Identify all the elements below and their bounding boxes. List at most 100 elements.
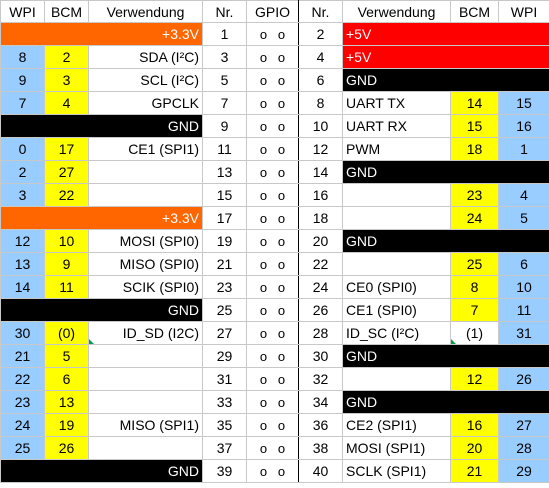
bcm-right: 20 bbox=[450, 436, 499, 460]
pin-row: 9 3 SCL (I²C) 5 o o 6 GND bbox=[0, 68, 549, 92]
usage-left: GND bbox=[0, 459, 203, 483]
pin-marker-right: o bbox=[277, 96, 286, 111]
bcm-left: 13 bbox=[44, 390, 89, 414]
wpi-left: 9 bbox=[0, 68, 45, 92]
pin-number-right: 6 bbox=[298, 68, 343, 92]
bcm-right: 21 bbox=[450, 459, 499, 483]
usage-left: ID_SD (I2C) bbox=[88, 321, 203, 345]
usage-right: GND bbox=[342, 160, 549, 184]
header-usage-left: Verwendung bbox=[88, 0, 203, 23]
bcm-left: 9 bbox=[44, 252, 89, 276]
pin-number-right: 30 bbox=[298, 344, 343, 368]
pin-number-left: 3 bbox=[202, 45, 247, 69]
header-bcm-left: BCM bbox=[44, 0, 89, 23]
pin-marker-left: o bbox=[259, 50, 268, 65]
pin-marker-left: o bbox=[259, 349, 268, 364]
wpi-right: 27 bbox=[498, 413, 549, 437]
bcm-left: (0) bbox=[44, 321, 89, 345]
usage-left: GND bbox=[0, 114, 203, 138]
usage-left: MISO (SPI1) bbox=[88, 413, 203, 437]
pin-number-left: 33 bbox=[202, 390, 247, 414]
pin-row: GND 25 o o 26 CE1 (SPI0) 7 11 bbox=[0, 298, 549, 322]
wpi-right: 1 bbox=[498, 137, 549, 161]
pin-marker-right: o bbox=[277, 418, 286, 433]
bcm-left: 10 bbox=[44, 229, 89, 253]
pin-row: 8 2 SDA (I²C) 3 o o 4 +5V bbox=[0, 45, 549, 69]
pin-number-right: 18 bbox=[298, 206, 343, 230]
usage-left: SDA (I²C) bbox=[88, 45, 203, 69]
usage-right: UART TX bbox=[342, 91, 451, 115]
pin-row: 30 (0) ID_SD (I2C) 27 o o 28 ID_SC (I²C) (1) 31 bbox=[0, 321, 549, 345]
pin-marker-left: o bbox=[259, 234, 268, 249]
pin-row: GND 9 o o 10 UART RX 15 16 bbox=[0, 114, 549, 138]
pin-number-left: 5 bbox=[202, 68, 247, 92]
header-bcm-right: BCM bbox=[450, 0, 499, 23]
pin-number-left: 13 bbox=[202, 160, 247, 184]
pin-marker-left: o bbox=[259, 326, 268, 341]
pin-number-left: 1 bbox=[202, 22, 247, 46]
pin-marker-right: o bbox=[277, 188, 286, 203]
usage-right: +5V bbox=[342, 22, 549, 46]
pin-marker-right: o bbox=[277, 50, 286, 65]
bcm-left: 19 bbox=[44, 413, 89, 437]
wpi-left: 25 bbox=[0, 436, 45, 460]
pin-number-right: 12 bbox=[298, 137, 343, 161]
bcm-right: 25 bbox=[450, 252, 499, 276]
usage-right: GND bbox=[342, 68, 549, 92]
wpi-right: 6 bbox=[498, 252, 549, 276]
wpi-right: 26 bbox=[498, 367, 549, 391]
bcm-right: 7 bbox=[450, 298, 499, 322]
bcm-left: 27 bbox=[44, 160, 89, 184]
usage-left bbox=[88, 367, 203, 391]
pin-marker-left: o bbox=[259, 27, 268, 42]
pin-row: 24 19 MISO (SPI1) 35 o o 36 CE2 (SPI1) 16 27 bbox=[0, 413, 549, 437]
wpi-right: 31 bbox=[498, 321, 549, 345]
wpi-left: 2 bbox=[0, 160, 45, 184]
pin-number-right: 28 bbox=[298, 321, 343, 345]
wpi-left: 7 bbox=[0, 91, 45, 115]
pin-marker-left: o bbox=[259, 165, 268, 180]
pin-marker-left: o bbox=[259, 303, 268, 318]
pin-row: 3 22 15 o o 16 23 4 bbox=[0, 183, 549, 207]
pin-marker-left: o bbox=[259, 188, 268, 203]
bcm-right: 24 bbox=[450, 206, 499, 230]
pin-row: 22 6 31 o o 32 12 26 bbox=[0, 367, 549, 391]
usage-left: GND bbox=[0, 298, 203, 322]
usage-right: GND bbox=[342, 344, 549, 368]
pin-number-left: 27 bbox=[202, 321, 247, 345]
pin-marker-left: o bbox=[259, 73, 268, 88]
pin-number-left: 19 bbox=[202, 229, 247, 253]
usage-right: CE2 (SPI1) bbox=[342, 413, 451, 437]
usage-right bbox=[342, 367, 451, 391]
bcm-right: (1) bbox=[450, 321, 499, 345]
usage-left: +3.3V bbox=[0, 22, 203, 46]
wpi-left: 0 bbox=[0, 137, 45, 161]
usage-left bbox=[88, 344, 203, 368]
usage-right: UART RX bbox=[342, 114, 451, 138]
wpi-right: 29 bbox=[498, 459, 549, 483]
usage-right bbox=[342, 183, 451, 207]
pin-marker-left: o bbox=[259, 119, 268, 134]
wpi-left: 12 bbox=[0, 229, 45, 253]
pin-marker-right: o bbox=[277, 234, 286, 249]
bcm-right: 12 bbox=[450, 367, 499, 391]
bcm-right: 23 bbox=[450, 183, 499, 207]
pin-marker-right: o bbox=[277, 372, 286, 387]
usage-left: GPCLK bbox=[88, 91, 203, 115]
pin-marker-right: o bbox=[277, 464, 286, 479]
bcm-left: 6 bbox=[44, 367, 89, 391]
pin-number-right: 16 bbox=[298, 183, 343, 207]
pin-number-right: 20 bbox=[298, 229, 343, 253]
pin-marker-left: o bbox=[259, 395, 268, 410]
pin-number-left: 7 bbox=[202, 91, 247, 115]
wpi-right: 11 bbox=[498, 298, 549, 322]
pin-number-left: 35 bbox=[202, 413, 247, 437]
